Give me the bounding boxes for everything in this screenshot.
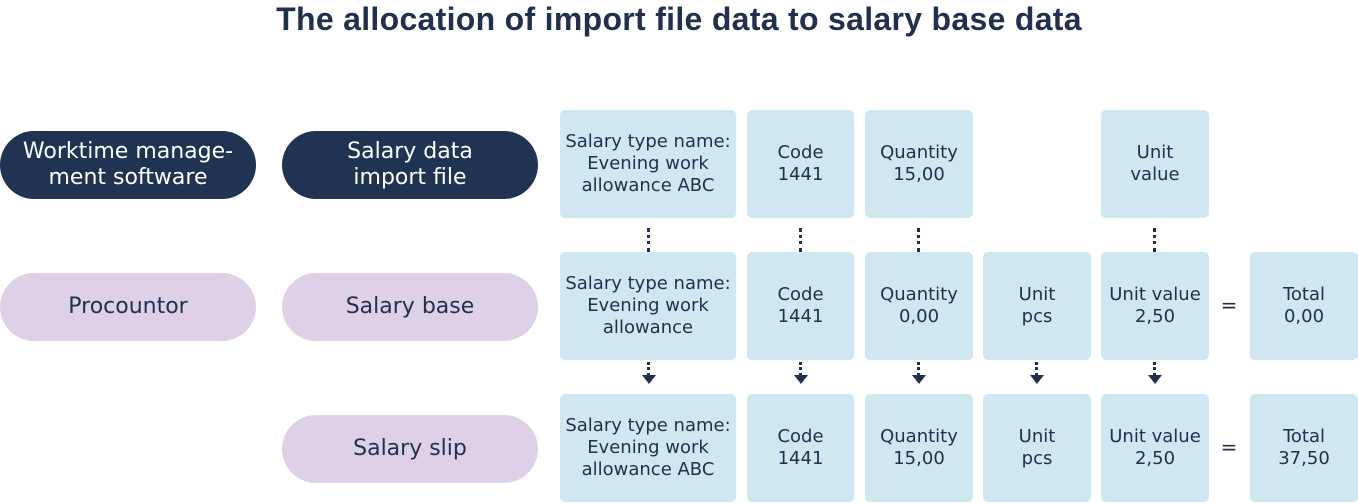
base-quantity-box: Quantity 0,00 [865, 252, 973, 360]
unit-value-label: Unit value [1109, 284, 1201, 305]
base-total-box: Total 0,00 [1250, 252, 1358, 360]
salary-base-pill: Salary base [282, 273, 538, 341]
arrow-line [1035, 362, 1038, 376]
connector-line [647, 228, 650, 252]
code-label: Code [777, 426, 824, 447]
arrow-down-icon [1148, 375, 1162, 384]
quantity-label: Quantity [880, 284, 958, 305]
code-value: 1441 [777, 306, 824, 327]
import-unit-value-box: Unit value [1101, 110, 1209, 218]
unit-value-label: Unit [1136, 142, 1174, 163]
arrow-line [1153, 362, 1156, 376]
slip-code-box: Code 1441 [747, 394, 854, 502]
base-code-box: Code 1441 [747, 252, 854, 360]
salary-type-name: Salary type name: Evening work allowance… [565, 131, 731, 196]
slip-name-box: Salary type name: Evening work allowance… [560, 394, 736, 502]
slip-unit-value-box: Unit value 2,50 [1101, 394, 1209, 502]
connector-line [1153, 228, 1156, 252]
arrow-line [799, 362, 802, 376]
salary-slip-pill: Salary slip [282, 415, 538, 483]
connector-line [799, 228, 802, 252]
import-code-box: Code 1441 [747, 110, 854, 218]
salary-type-name: Salary type name: Evening work allowance [565, 273, 731, 338]
unit-value: pcs [1021, 448, 1053, 469]
quantity-label: Quantity [880, 426, 958, 447]
unit-label: Unit [1018, 284, 1056, 305]
salary-type-name: Salary type name: Evening work allowance… [565, 415, 731, 480]
base-unit-value-box: Unit value 2,50 [1101, 252, 1209, 360]
unit-value-value: 2,50 [1134, 306, 1176, 327]
quantity-value: 0,00 [898, 306, 940, 327]
import-name-box: Salary type name: Evening work allowance… [560, 110, 736, 218]
arrow-down-icon [1030, 375, 1044, 384]
unit-value: pcs [1021, 306, 1053, 327]
total-label: Total [1282, 284, 1326, 305]
arrow-down-icon [912, 375, 926, 384]
arrow-line [917, 362, 920, 376]
equals-sign: = [1220, 435, 1238, 459]
arrow-down-icon [642, 375, 656, 384]
import-quantity-box: Quantity 15,00 [865, 110, 973, 218]
arrow-down-icon [794, 375, 808, 384]
unit-value-value: 2,50 [1134, 448, 1176, 469]
quantity-value: 15,00 [893, 448, 945, 469]
unit-value-label: Unit value [1109, 426, 1201, 447]
equals-sign: = [1220, 293, 1238, 317]
quantity-value: 15,00 [893, 164, 945, 185]
slip-unit-box: Unit pcs [983, 394, 1091, 502]
slip-quantity-box: Quantity 15,00 [865, 394, 973, 502]
total-value: 37,50 [1278, 448, 1330, 469]
code-value: 1441 [777, 164, 824, 185]
base-unit-box: Unit pcs [983, 252, 1091, 360]
base-name-box: Salary type name: Evening work allowance [560, 252, 736, 360]
arrow-line [647, 362, 650, 376]
unit-label: Unit [1018, 426, 1056, 447]
quantity-label: Quantity [880, 142, 958, 163]
procountor-pill: Procountor [0, 273, 256, 341]
worktime-software-pill: Worktime manage- ment software [0, 131, 256, 199]
code-value: 1441 [777, 448, 824, 469]
code-label: Code [777, 284, 824, 305]
import-file-pill: Salary data import file [282, 131, 538, 199]
total-label: Total [1282, 426, 1326, 447]
unit-value-value: value [1130, 164, 1180, 185]
code-label: Code [777, 142, 824, 163]
connector-line [917, 228, 920, 252]
slip-total-box: Total 37,50 [1250, 394, 1358, 502]
diagram-title: The allocation of import file data to sa… [276, 1, 1082, 37]
total-value: 0,00 [1283, 306, 1325, 327]
